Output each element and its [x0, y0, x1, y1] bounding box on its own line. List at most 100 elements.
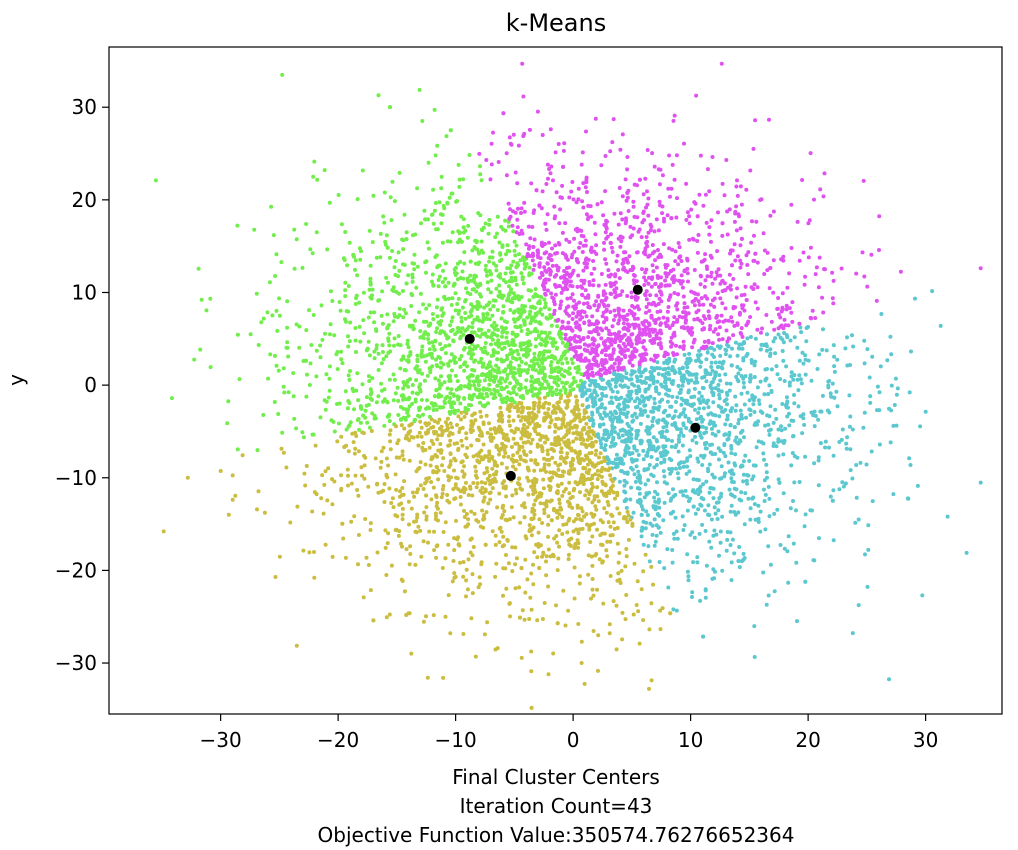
data-point [346, 284, 351, 288]
data-point [418, 291, 423, 296]
data-point [517, 447, 522, 452]
data-point [380, 388, 384, 393]
data-point [603, 353, 608, 358]
data-point [393, 273, 398, 277]
data-point [674, 608, 679, 613]
data-point [475, 481, 480, 486]
data-point [272, 400, 277, 404]
data-point [461, 217, 466, 222]
data-point [595, 494, 600, 499]
data-point [488, 378, 493, 382]
data-point [530, 506, 535, 511]
data-point [661, 242, 666, 247]
data-point [779, 428, 784, 433]
data-point [649, 284, 654, 289]
data-point [646, 478, 651, 483]
data-point [463, 299, 467, 304]
data-point [680, 383, 685, 388]
data-point [515, 409, 520, 414]
data-point [400, 579, 405, 583]
data-point [557, 400, 562, 405]
data-point [637, 486, 642, 491]
data-point [707, 189, 712, 194]
data-point [541, 467, 546, 472]
data-point [834, 389, 839, 394]
data-point [817, 536, 821, 541]
data-point [589, 489, 593, 494]
data-point [427, 340, 432, 345]
data-point [732, 510, 737, 514]
data-point [352, 451, 357, 456]
data-point [208, 296, 213, 301]
data-point [691, 237, 696, 242]
data-point [579, 378, 583, 383]
data-point [548, 272, 553, 277]
data-point [797, 373, 802, 378]
data-point [640, 267, 644, 272]
data-point [631, 199, 636, 204]
data-point [431, 425, 436, 429]
data-point [670, 364, 675, 369]
data-point [776, 453, 781, 458]
data-point [723, 372, 728, 377]
data-point [346, 473, 350, 478]
data-point [360, 168, 365, 173]
data-point [488, 364, 493, 369]
data-point [277, 313, 282, 318]
data-point [658, 289, 662, 294]
data-point [388, 428, 393, 433]
data-point [516, 206, 520, 211]
data-point [583, 295, 588, 300]
data-point [688, 358, 693, 363]
data-point [580, 150, 585, 155]
data-point [538, 501, 543, 506]
data-point [311, 174, 316, 179]
data-point [701, 203, 706, 208]
data-point [421, 412, 425, 417]
data-point [535, 444, 540, 449]
data-point [652, 401, 657, 406]
data-point [508, 266, 512, 271]
data-point [687, 351, 692, 356]
data-point [511, 436, 516, 441]
data-point [559, 450, 564, 455]
data-point [800, 178, 805, 182]
data-point [540, 272, 545, 276]
data-point [334, 352, 339, 357]
data-point [645, 202, 650, 207]
data-point [597, 455, 601, 460]
data-point [499, 461, 504, 466]
data-point [353, 267, 357, 272]
data-point [440, 566, 445, 570]
data-point [493, 574, 498, 579]
data-point [831, 488, 836, 493]
data-point [728, 283, 733, 288]
data-point [731, 277, 736, 281]
data-point [616, 268, 621, 272]
data-point [660, 606, 665, 611]
data-point [544, 573, 549, 578]
data-point [513, 545, 518, 550]
data-point [563, 623, 568, 628]
data-point [591, 373, 596, 378]
data-point [418, 460, 423, 465]
data-point [423, 481, 427, 486]
data-point [692, 268, 697, 272]
data-point [479, 560, 484, 565]
data-point [808, 245, 813, 250]
data-point [525, 370, 530, 375]
data-point [413, 562, 418, 567]
data-point [274, 363, 279, 368]
data-point [865, 584, 870, 589]
data-point [511, 317, 516, 322]
data-point [704, 479, 709, 484]
data-point [475, 333, 480, 338]
data-point [352, 514, 357, 519]
data-point [718, 540, 723, 545]
data-point [380, 321, 385, 326]
data-point [449, 387, 454, 392]
data-point [487, 473, 492, 478]
data-point [605, 455, 610, 460]
data-point [731, 333, 736, 338]
data-point [594, 252, 599, 256]
